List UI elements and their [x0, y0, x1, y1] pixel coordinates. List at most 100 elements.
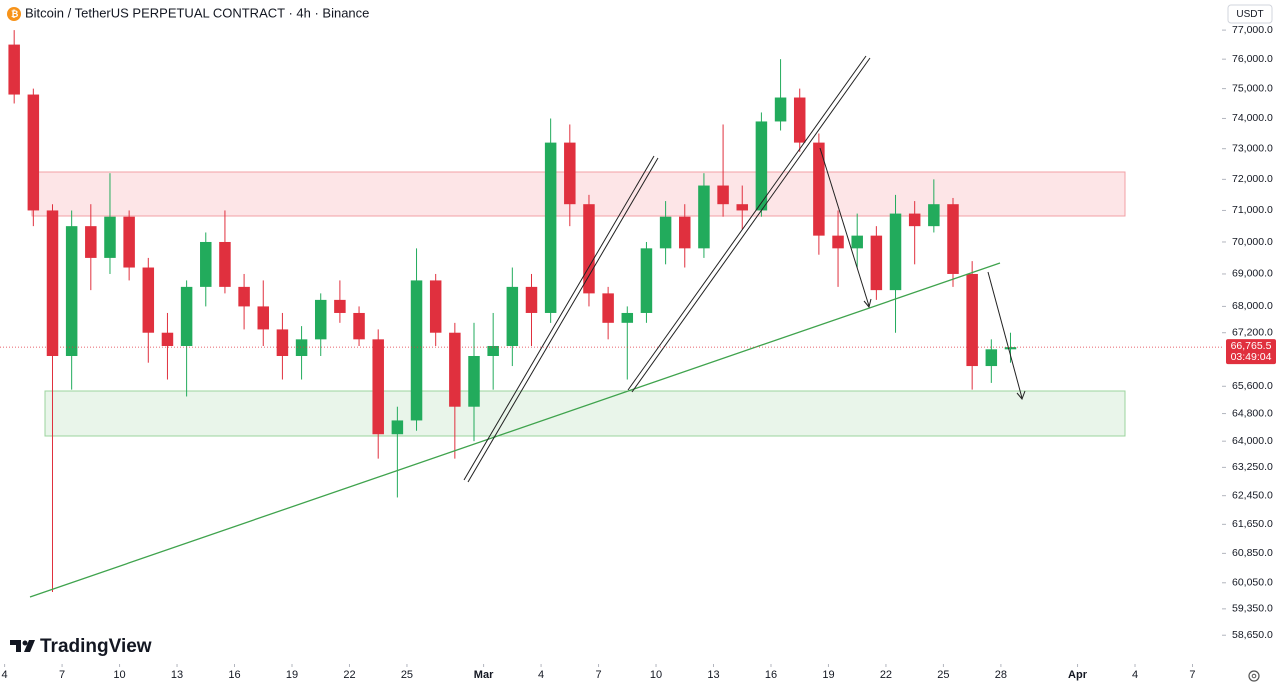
- candle-body: [564, 142, 576, 205]
- channel-line: [463, 155, 655, 481]
- candle-body: [813, 142, 825, 236]
- candle-body: [353, 312, 365, 340]
- candle-body: [659, 216, 672, 249]
- currency-label[interactable]: USDT: [1236, 9, 1263, 20]
- candle-body: [372, 339, 384, 435]
- candle-body: [985, 349, 998, 367]
- candle-body: [832, 235, 844, 249]
- candle-body: [870, 235, 883, 291]
- candle-body: [27, 94, 40, 211]
- x-tick-label: 25: [401, 669, 413, 681]
- candle-body: [65, 226, 78, 356]
- settings-icon-center[interactable]: [1251, 673, 1257, 679]
- candle-body: [640, 248, 653, 313]
- y-tick-label: 60,050.0: [1232, 577, 1273, 589]
- x-tick-label: Apr: [1068, 669, 1088, 681]
- candle-body: [468, 355, 480, 407]
- channel-line: [627, 55, 867, 391]
- x-tick-label: 7: [59, 669, 65, 681]
- candle-body: [8, 44, 20, 95]
- arrow-head: [1016, 390, 1026, 400]
- y-tick-label: 73,000.0: [1232, 142, 1273, 154]
- y-tick-label: 64,000.0: [1232, 435, 1273, 447]
- candle-body: [698, 185, 710, 249]
- candle-body: [200, 241, 212, 287]
- y-tick-label: 63,250.0: [1232, 461, 1273, 473]
- candle-body: [487, 345, 499, 356]
- candle-body: [736, 204, 748, 211]
- x-tick-label: 19: [286, 669, 298, 681]
- x-tick-label: 22: [343, 669, 355, 681]
- candle-body: [142, 267, 155, 333]
- candle-body: [314, 299, 327, 340]
- candle-body: [506, 286, 519, 346]
- candle-body: [161, 332, 174, 346]
- resistance-zone: [31, 171, 1126, 217]
- x-tick-label: 4: [538, 669, 544, 681]
- candle-body: [257, 306, 270, 330]
- support-zone: [44, 390, 1126, 437]
- candle-body: [123, 216, 135, 268]
- candle-body: [755, 121, 768, 211]
- candle-body: [410, 280, 423, 421]
- candle-body: [85, 226, 97, 258]
- x-tick-label: 10: [650, 669, 662, 681]
- coin-icon-glyph: ₿: [11, 9, 18, 19]
- y-tick-label: 64,800.0: [1232, 407, 1273, 419]
- y-tick-label: 58,650.0: [1232, 629, 1273, 641]
- candle-body: [717, 185, 729, 205]
- candle-body: [602, 293, 614, 323]
- candle-body: [295, 339, 308, 356]
- channel-line: [631, 57, 871, 393]
- last-price-label: 66,765.5: [1231, 340, 1272, 352]
- x-tick-label: 7: [1189, 669, 1195, 681]
- y-tick-label: 77,000.0: [1232, 24, 1273, 36]
- x-tick-label: 13: [171, 669, 183, 681]
- candle-body: [947, 204, 959, 274]
- candle-body: [966, 273, 978, 367]
- candle-body: [583, 204, 595, 294]
- last-price-box: [1226, 339, 1276, 365]
- x-tick-label: 16: [228, 669, 240, 681]
- countdown-label: 03:49:04: [1231, 351, 1272, 363]
- x-tick-label: 25: [937, 669, 949, 681]
- y-tick-label: 61,650.0: [1232, 518, 1273, 530]
- candle-body: [219, 241, 231, 287]
- x-tick-label: 19: [822, 669, 834, 681]
- candle-body: [928, 204, 940, 227]
- candle-body: [238, 286, 250, 307]
- arrow-head: [863, 298, 872, 309]
- y-tick-label: 69,000.0: [1232, 268, 1273, 280]
- channel-line: [467, 157, 659, 483]
- arrow: [819, 147, 870, 307]
- x-tick-label: Mar: [474, 669, 494, 681]
- y-tick-label: 75,000.0: [1232, 82, 1273, 94]
- y-tick-label: 65,600.0: [1232, 380, 1273, 392]
- y-tick-label: 70,000.0: [1232, 236, 1273, 248]
- x-tick-label: 28: [995, 669, 1007, 681]
- x-tick-label: 13: [707, 669, 719, 681]
- trend-line: [29, 262, 1001, 598]
- y-tick-label: 67,200.0: [1232, 327, 1273, 339]
- y-tick-label: 74,000.0: [1232, 112, 1273, 124]
- symbol-title: Bitcoin / TetherUS PERPETUAL CONTRACT · …: [25, 5, 369, 20]
- currency-button[interactable]: [1227, 4, 1273, 24]
- candle-body: [429, 280, 442, 333]
- candle-body: [774, 97, 787, 122]
- candle-body: [180, 286, 193, 346]
- brand-name: TradingView: [40, 636, 152, 657]
- x-tick-label: 7: [595, 669, 601, 681]
- candles: [8, 30, 1017, 593]
- candle-body: [334, 299, 346, 313]
- y-tick-label: 71,000.0: [1232, 204, 1273, 216]
- settings-icon[interactable]: [1248, 670, 1260, 682]
- x-tick-label: 16: [765, 669, 777, 681]
- brand-logo: [10, 640, 35, 652]
- candle-body: [621, 312, 634, 323]
- candle-body: [449, 332, 461, 407]
- candle-body: [679, 216, 691, 249]
- y-tick-label: 59,350.0: [1232, 603, 1273, 615]
- x-tick-label: 10: [113, 669, 125, 681]
